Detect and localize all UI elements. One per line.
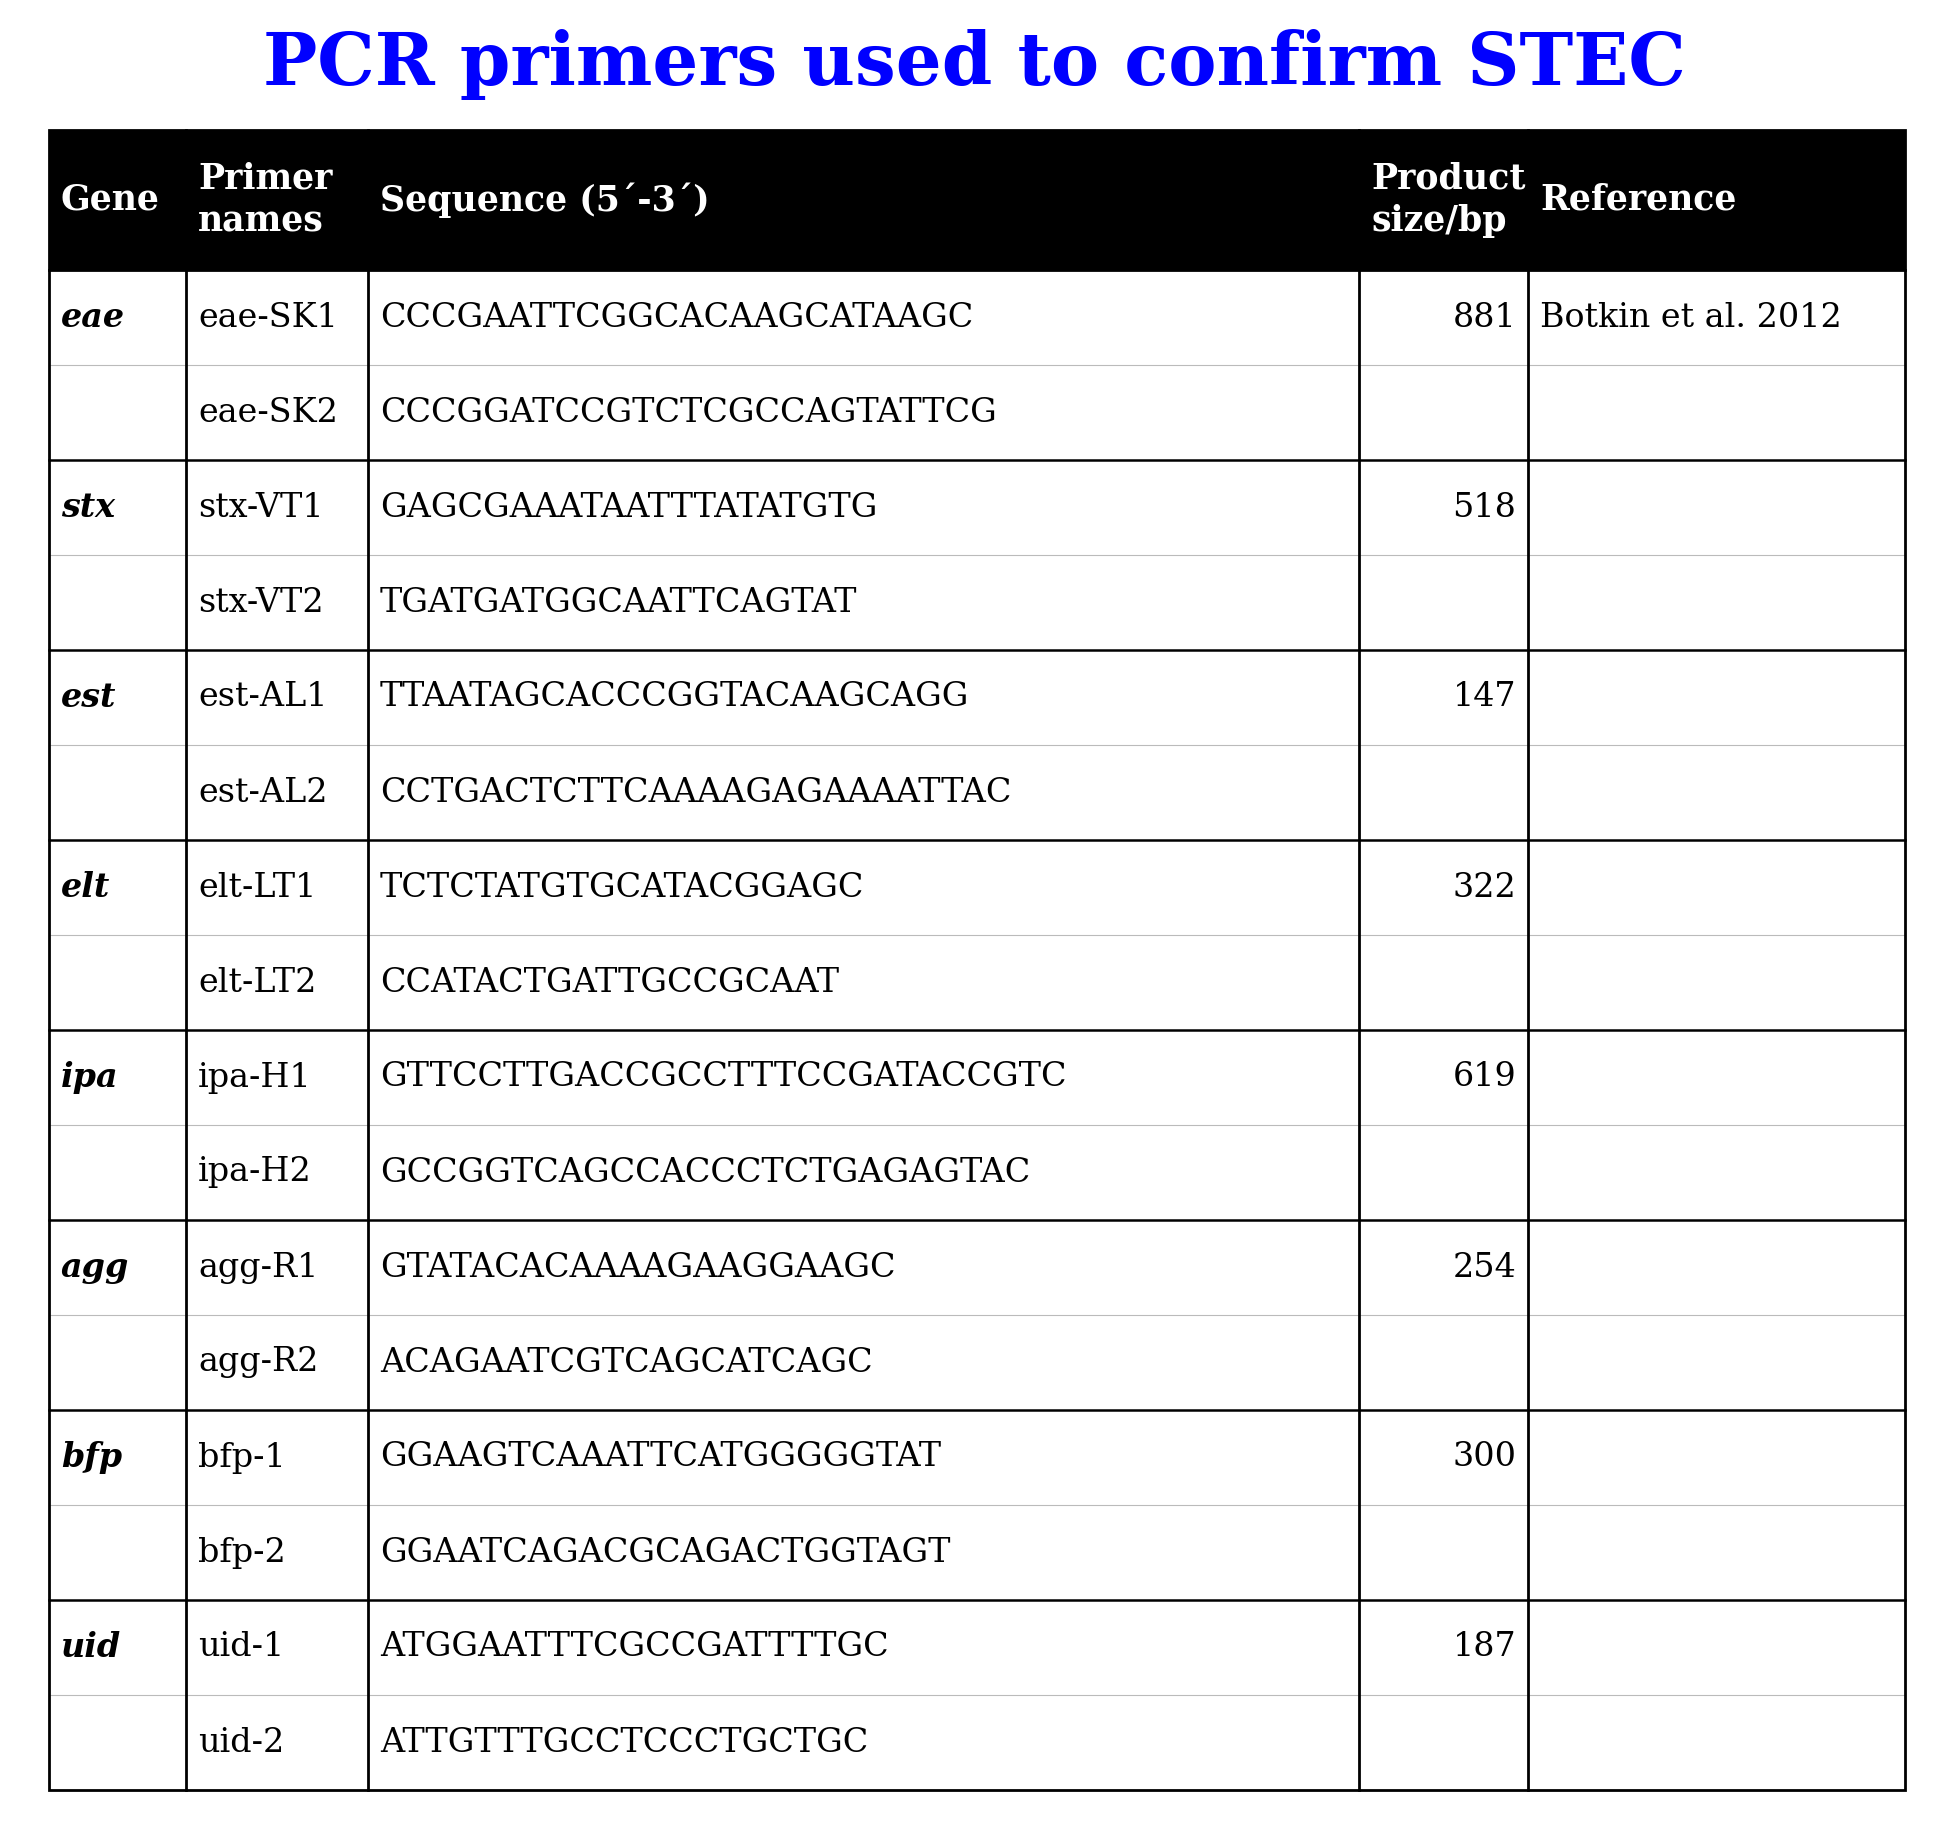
Text: bfp-1: bfp-1 bbox=[199, 1441, 286, 1474]
Text: GCCGGTCAGCCACCCTCTGAGAGTAC: GCCGGTCAGCCACCCTCTGAGAGTAC bbox=[380, 1156, 1030, 1189]
Bar bbox=[49, 130, 1905, 270]
Text: uid-2: uid-2 bbox=[199, 1726, 284, 1759]
Text: ATGGAATTTCGCCGATTTTGC: ATGGAATTTCGCCGATTTTGC bbox=[380, 1632, 888, 1663]
Text: uid: uid bbox=[60, 1630, 121, 1663]
Text: TGATGATGGCAATTCAGTAT: TGATGATGGCAATTCAGTAT bbox=[380, 586, 857, 619]
Text: Product
size/bp: Product size/bp bbox=[1371, 162, 1525, 239]
Text: CCCGGATCCGTCTCGCCAGTATTCG: CCCGGATCCGTCTCGCCAGTATTCG bbox=[380, 397, 997, 428]
Text: 254: 254 bbox=[1453, 1252, 1516, 1283]
Text: Botkin et al. 2012: Botkin et al. 2012 bbox=[1541, 301, 1843, 333]
Text: 881: 881 bbox=[1453, 301, 1516, 333]
Text: 147: 147 bbox=[1453, 682, 1516, 713]
Text: agg: agg bbox=[60, 1252, 129, 1285]
Text: CCATACTGATTGCCGCAAT: CCATACTGATTGCCGCAAT bbox=[380, 967, 840, 998]
Text: est-AL2: est-AL2 bbox=[199, 776, 327, 809]
Text: elt-LT1: elt-LT1 bbox=[199, 871, 316, 904]
Text: uid-1: uid-1 bbox=[199, 1632, 284, 1663]
Text: stx: stx bbox=[60, 491, 115, 524]
Text: GTTCCTTGACCGCCTTTCCGATACCGTC: GTTCCTTGACCGCCTTTCCGATACCGTC bbox=[380, 1062, 1066, 1094]
Text: eae-SK2: eae-SK2 bbox=[199, 397, 337, 428]
Text: 322: 322 bbox=[1453, 871, 1516, 904]
Text: Gene: Gene bbox=[60, 184, 160, 217]
Text: GTATACACAAAAGAAGGAAGC: GTATACACAAAAGAAGGAAGC bbox=[380, 1252, 896, 1283]
Text: Primer
names: Primer names bbox=[199, 162, 333, 239]
Text: stx-VT2: stx-VT2 bbox=[199, 586, 323, 619]
Text: 187: 187 bbox=[1453, 1632, 1516, 1663]
Text: Reference: Reference bbox=[1541, 184, 1738, 217]
Text: TCTCTATGTGCATACGGAGC: TCTCTATGTGCATACGGAGC bbox=[380, 871, 865, 904]
Text: GGAAGTCAAATTCATGGGGGTAT: GGAAGTCAAATTCATGGGGGTAT bbox=[380, 1441, 941, 1474]
Text: GGAATCAGACGCAGACTGGTAGT: GGAATCAGACGCAGACTGGTAGT bbox=[380, 1537, 951, 1568]
Text: bfp: bfp bbox=[60, 1441, 123, 1474]
Text: ipa-H2: ipa-H2 bbox=[199, 1156, 312, 1189]
Text: ACAGAATCGTCAGCATCAGC: ACAGAATCGTCAGCATCAGC bbox=[380, 1347, 873, 1378]
Text: ATTGTTTGCCTCCCTGCTGC: ATTGTTTGCCTCCCTGCTGC bbox=[380, 1726, 869, 1759]
Text: CCCGAATTCGGCACAAGCATAAGC: CCCGAATTCGGCACAAGCATAAGC bbox=[380, 301, 974, 333]
Text: est-AL1: est-AL1 bbox=[199, 682, 327, 713]
Text: agg-R1: agg-R1 bbox=[199, 1252, 318, 1283]
Text: 300: 300 bbox=[1453, 1441, 1516, 1474]
Text: bfp-2: bfp-2 bbox=[199, 1537, 286, 1568]
Text: ipa: ipa bbox=[60, 1061, 119, 1094]
Text: elt: elt bbox=[60, 871, 109, 904]
Text: stx-VT1: stx-VT1 bbox=[199, 491, 323, 524]
Text: eae: eae bbox=[60, 301, 125, 335]
Text: 619: 619 bbox=[1453, 1062, 1516, 1094]
Text: agg-R2: agg-R2 bbox=[199, 1347, 318, 1378]
Text: elt-LT2: elt-LT2 bbox=[199, 967, 316, 998]
Text: CCTGACTCTTCAAAAGAGAAAATTAC: CCTGACTCTTCAAAAGAGAAAATTAC bbox=[380, 776, 1011, 809]
Text: ipa-H1: ipa-H1 bbox=[199, 1062, 312, 1094]
Text: TTAATAGCACCCGGTACAAGCAGG: TTAATAGCACCCGGTACAAGCAGG bbox=[380, 682, 970, 713]
Text: Sequence (5´-3´): Sequence (5´-3´) bbox=[380, 182, 709, 217]
Text: 518: 518 bbox=[1453, 491, 1516, 524]
Text: eae-SK1: eae-SK1 bbox=[199, 301, 337, 333]
Text: PCR primers used to confirm STEC: PCR primers used to confirm STEC bbox=[263, 29, 1685, 101]
Text: GAGCGAAATAATTTATATGTG: GAGCGAAATAATTTATATGTG bbox=[380, 491, 877, 524]
Text: est: est bbox=[60, 682, 117, 713]
